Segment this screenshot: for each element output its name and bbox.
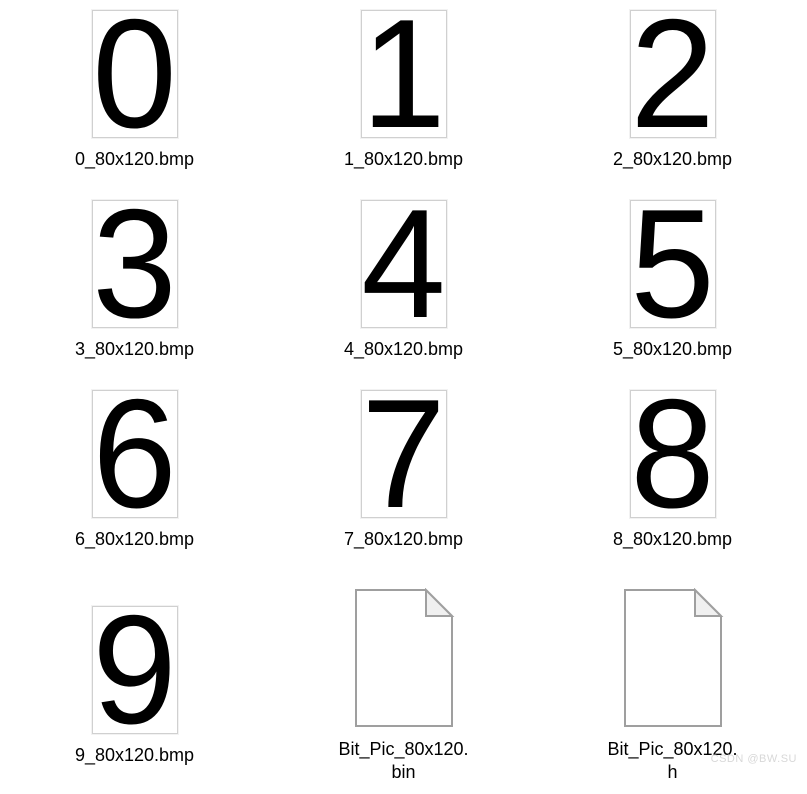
digit-glyph: 7 xyxy=(361,376,446,531)
file-item[interactable]: 8 8_80x120.bmp xyxy=(538,384,807,574)
bmp-thumbnail: 3 xyxy=(92,200,178,328)
file-item[interactable]: Bit_Pic_80x120. bin xyxy=(269,574,538,794)
bmp-thumbnail: 7 xyxy=(361,390,447,518)
file-item[interactable]: 5 5_80x120.bmp xyxy=(538,194,807,384)
bmp-thumbnail: 5 xyxy=(630,200,716,328)
file-item[interactable]: 9 9_80x120.bmp xyxy=(0,574,269,794)
file-item[interactable]: 6 6_80x120.bmp xyxy=(0,384,269,574)
file-item[interactable]: 7 7_80x120.bmp xyxy=(269,384,538,574)
file-item[interactable]: 0 0_80x120.bmp xyxy=(0,4,269,194)
digit-glyph: 9 xyxy=(92,592,177,747)
file-item[interactable]: 4 4_80x120.bmp xyxy=(269,194,538,384)
generic-file-icon xyxy=(350,588,458,728)
digit-glyph: 6 xyxy=(92,376,177,531)
digit-glyph: 0 xyxy=(92,0,177,152)
digit-glyph: 2 xyxy=(630,0,715,152)
generic-file-icon xyxy=(619,588,727,728)
bmp-thumbnail: 6 xyxy=(92,390,178,518)
file-label: Bit_Pic_80x120. bin xyxy=(338,738,468,783)
bmp-thumbnail: 0 xyxy=(92,10,178,138)
bmp-thumbnail: 1 xyxy=(361,10,447,138)
digit-glyph: 1 xyxy=(361,0,446,152)
file-grid: 0 0_80x120.bmp 1 1_80x120.bmp 2 2_80x120… xyxy=(0,0,807,794)
bmp-thumbnail: 4 xyxy=(361,200,447,328)
file-item[interactable]: 1 1_80x120.bmp xyxy=(269,4,538,194)
bmp-thumbnail: 8 xyxy=(630,390,716,518)
digit-glyph: 4 xyxy=(361,186,446,341)
digit-glyph: 3 xyxy=(92,186,177,341)
watermark-text: CSDN @BW.SU xyxy=(711,753,797,765)
digit-glyph: 5 xyxy=(630,186,715,341)
bmp-thumbnail: 2 xyxy=(630,10,716,138)
file-item[interactable]: 2 2_80x120.bmp xyxy=(538,4,807,194)
bmp-thumbnail: 9 xyxy=(92,606,178,734)
digit-glyph: 8 xyxy=(630,376,715,531)
file-item[interactable]: 3 3_80x120.bmp xyxy=(0,194,269,384)
